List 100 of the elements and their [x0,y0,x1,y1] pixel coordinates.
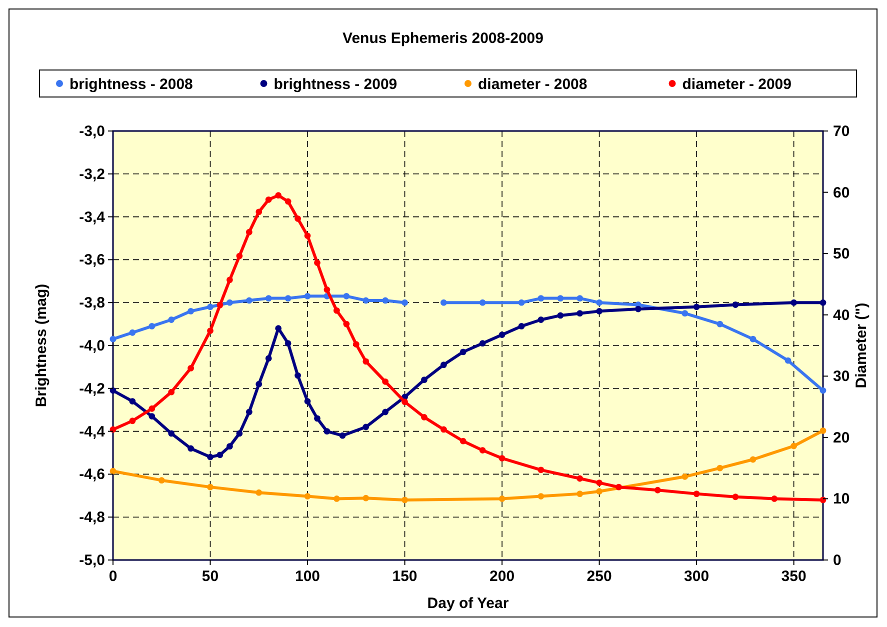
point [576,310,584,317]
x-tick-label: 150 [392,568,418,585]
point [693,490,700,498]
point [246,297,252,304]
point [246,228,252,236]
point [538,466,544,474]
legend-label: diameter - 2009 [682,76,792,93]
point [440,299,447,306]
point [339,432,346,439]
x-tick-label: 0 [108,568,118,585]
point [498,496,506,502]
point [236,430,243,437]
point [265,295,272,302]
point [148,405,156,412]
point [129,329,136,336]
point [362,358,370,365]
point [460,438,466,444]
point [440,426,447,433]
point [168,316,175,323]
point [216,302,224,308]
y2-tick-label: 60 [833,184,850,202]
x-tick-label: 350 [781,568,806,585]
point [304,292,311,300]
point [498,332,506,338]
point [538,493,544,500]
point [275,192,282,199]
point [382,408,389,416]
y2-tick-label: 70 [833,123,850,140]
point [576,475,584,482]
point [635,306,642,312]
y-tick-label: -4,8 [79,509,105,526]
point [616,484,622,490]
point [596,488,602,495]
point [207,454,214,460]
point [304,493,311,500]
legend-label: diameter - 2008 [478,76,588,93]
point [479,447,486,454]
point [790,442,798,450]
x-tick-label: 100 [295,568,320,585]
point [265,355,272,362]
y2-tick-label: 20 [833,429,850,446]
point [682,310,688,317]
point [343,320,350,328]
point [168,430,175,437]
point [382,297,389,304]
point [440,362,447,368]
point [256,489,262,496]
point [148,413,156,420]
y-tick-label: -4,2 [79,380,105,398]
point [716,320,724,328]
y-tick-label: -3,2 [79,166,105,183]
point [352,341,360,348]
y-tick-label: -3,6 [79,252,105,269]
point [421,414,428,420]
point [334,496,340,502]
point [557,295,564,302]
point [226,299,233,306]
point [750,456,756,463]
point [479,340,486,347]
point [362,424,370,430]
point [294,372,301,379]
point [382,378,389,385]
legend-label: brightness - 2009 [274,76,398,93]
point [129,418,136,424]
y-tick-label: -4,6 [79,466,105,484]
point [188,364,194,372]
point [294,215,301,222]
point [479,299,486,306]
y-axis-title: Brightness (mag) [33,284,50,408]
point [402,496,408,504]
point [820,427,826,434]
point [188,308,194,314]
point [304,398,311,404]
point [314,260,320,266]
y-tick-label: -5,0 [79,552,105,569]
x-tick-label: 200 [490,568,515,585]
y2-tick-label: 40 [833,306,850,324]
point [226,443,233,450]
point [596,299,602,306]
y2-axis-title: Diameter (") [853,302,870,388]
point [732,302,739,308]
point [207,484,214,490]
chart-title: Venus Ephemeris 2008-2009 [342,30,544,47]
y-tick-label: -3,4 [79,208,106,226]
point [576,490,584,498]
point [129,398,136,404]
point [207,304,214,310]
point [216,452,224,458]
y-tick-label: -3,8 [79,294,105,312]
point [820,387,826,394]
point [771,496,778,502]
y-tick-label: -4,0 [79,338,105,354]
point [343,292,350,300]
point [596,480,602,486]
point [784,357,792,364]
point [304,232,311,239]
point [362,494,370,502]
point [820,299,826,306]
point [256,380,262,388]
point [538,295,544,302]
